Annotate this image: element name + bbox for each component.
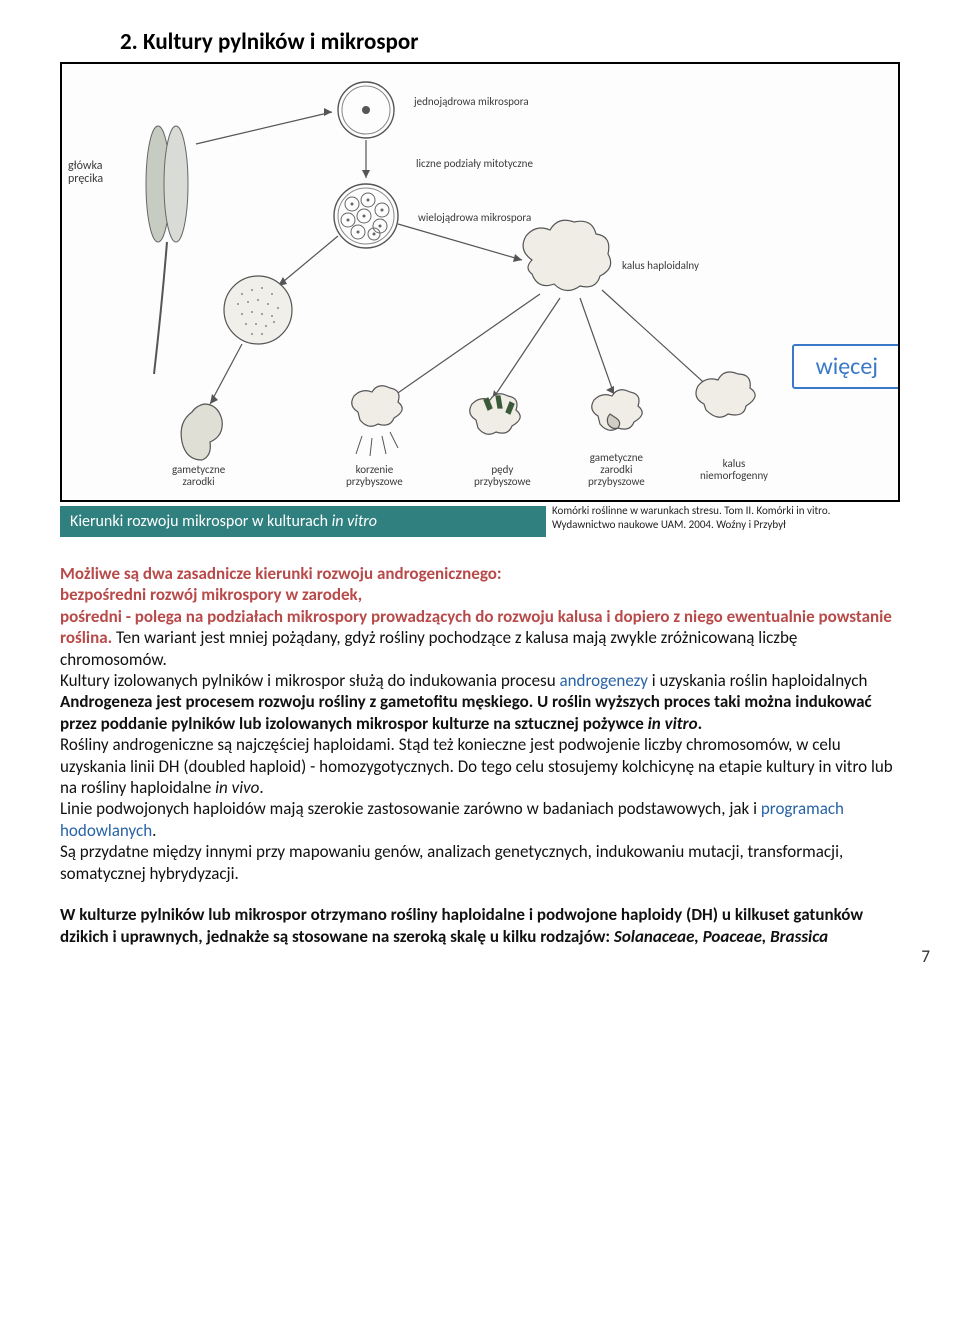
page-number: 7: [921, 946, 930, 967]
label-mikrospora2: wielojądrowa mikrospora: [418, 212, 531, 224]
link-androgenezy[interactable]: androgenezy: [559, 670, 647, 691]
p1a: Możliwe są dwa zasadnicze kierunki rozwo…: [60, 563, 502, 584]
label-pedy: pędyprzybyszowe: [474, 464, 531, 488]
label-korzenie: korzenieprzybyszowe: [346, 464, 403, 488]
p3: Rośliny androgeniczne są najczęściej hap…: [60, 734, 893, 798]
p5: Są przydatne między innymi przy mapowani…: [60, 841, 843, 883]
diagram-caption: Kierunki rozwoju mikrospor w kulturach i…: [60, 506, 546, 537]
p2b2: .: [698, 713, 703, 734]
label-kalus-niem: kalusniemorfogenny: [700, 458, 768, 482]
caption-row: Kierunki rozwoju mikrospor w kulturach i…: [60, 502, 900, 537]
p4b: .: [152, 820, 156, 841]
p1d: Ten wariant jest mniej pożądany, gdyż ro…: [60, 627, 797, 669]
more-button[interactable]: więcej: [792, 344, 900, 389]
label-mikrospora1: jednojądrowa mikrospora: [414, 96, 529, 108]
label-gam-zarodki1: gametycznezarodki: [172, 464, 225, 488]
label-glowka: główkapręcika: [68, 160, 103, 186]
section-heading: 2. Kultury pylników i mikrospor: [120, 28, 900, 56]
caption-text: Kierunki rozwoju mikrospor w kulturach i…: [70, 512, 377, 531]
p2a: Kultury izolowanych pylników i mikrospor…: [60, 670, 559, 691]
p2b-it: in vitro: [648, 713, 698, 734]
diagram-citation: Komórki roślinne w warunkach stresu. Tom…: [546, 502, 880, 532]
label-gam-zarodki2: gametycznezarodkiprzybyszowe: [588, 452, 645, 488]
label-mitotyczne: liczne podziały mitotyczne: [416, 158, 533, 170]
diagram-svg: [62, 64, 900, 502]
p3-it: in vivo: [215, 777, 259, 798]
p6-it: Solanaceae, Poaceae, Brassica: [614, 926, 828, 947]
p3b: .: [259, 777, 263, 798]
p4a: Linie podwojonych haploidów mają szeroki…: [60, 798, 761, 819]
body-text: Możliwe są dwa zasadnicze kierunki rozwo…: [60, 563, 900, 947]
p1b: bezpośredni rozwój mikrospory w zarodek,: [60, 584, 362, 605]
p2a2: i uzyskania roślin haploidalnych: [648, 670, 867, 691]
p2b: Androgeneza jest procesem rozwoju roślin…: [60, 691, 872, 733]
diagram-frame: główkapręcika jednojądrowa mikrospora li…: [60, 62, 900, 502]
label-kalus-hap: kalus haploidalny: [622, 260, 699, 272]
